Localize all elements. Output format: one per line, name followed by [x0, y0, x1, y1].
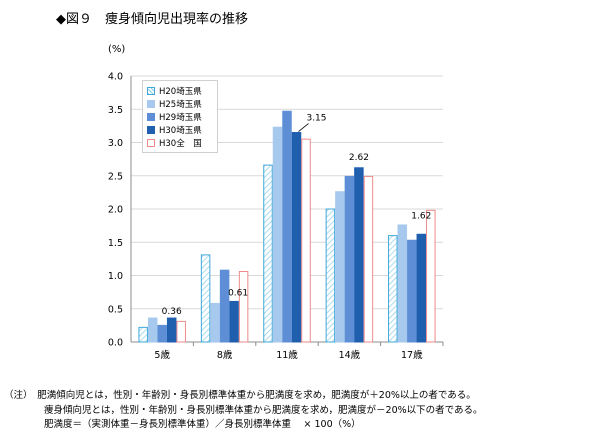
x-tick-label: 14歳 — [339, 349, 361, 361]
data-label: 0.61 — [228, 288, 248, 298]
x-tick-label: 11歳 — [276, 349, 298, 361]
bar-3-2 — [344, 175, 355, 343]
bar-2-0 — [263, 164, 273, 343]
data-label-leader — [298, 123, 309, 132]
y-tick-label: 4.0 — [108, 72, 123, 83]
y-tick-label: 0.0 — [108, 338, 123, 349]
legend-swatch — [147, 86, 155, 95]
legend-item: H25埼玉県 — [147, 97, 213, 110]
legend-item: H30埼玉県 — [147, 123, 213, 136]
legend-swatch — [147, 112, 155, 121]
legend-item: H30全 国 — [147, 136, 213, 149]
footnote-line-2: 痩身傾向児とは，性別・年齢別・身長別標準体重から肥満度を求め，肥満度が－20%以… — [44, 404, 483, 416]
bar-2-4 — [301, 138, 311, 343]
y-tick-label: 1.0 — [108, 271, 123, 282]
bar-3-4 — [363, 175, 374, 343]
data-label: 2.62 — [349, 153, 369, 163]
legend-label: H30埼玉県 — [159, 125, 202, 136]
y-tick-label: 3.5 — [108, 105, 123, 116]
data-label: 1.62 — [411, 211, 431, 221]
legend-label: H25埼玉県 — [159, 99, 202, 110]
legend-label: H30全 国 — [159, 138, 202, 149]
bar-1-0 — [200, 254, 211, 343]
footnote-line-1: （注） 肥満傾向児とは，性別・年齢別・身長別標準体重から肥満度を求め，肥満度が＋… — [4, 390, 476, 401]
legend-label: H29埼玉県 — [159, 112, 202, 123]
bar-4-0 — [388, 235, 398, 343]
bar-2-1 — [272, 126, 283, 343]
bar-0-4 — [176, 320, 186, 343]
legend-label: H20埼玉県 — [159, 86, 202, 97]
bar-0-2 — [157, 324, 167, 343]
axes: 0.0 0.5 1.0 1.5 2.0 2.5 3.0 3.5 4.0 5歳 8歳 11歳 14歳 17歳 — [108, 72, 444, 361]
bar-chart: 0.0 0.5 1.0 1.5 2.0 2.5 3.0 3.5 4.0 5歳 8歳 11歳 14歳 17歳… — [108, 72, 444, 361]
bar-1-4 — [238, 271, 249, 343]
bar-1-2 — [219, 269, 230, 343]
bar-3-0 — [325, 208, 336, 343]
bar-4-4 — [426, 209, 436, 343]
footnote-line-3: 肥満度＝（実測体重－身長別標準体重）／身長別標準体重 × 100（%） — [44, 419, 361, 430]
chart-legend: H20埼玉県 H25埼玉県 H29埼玉県 H30埼玉県 H30全 国 — [142, 80, 218, 153]
bar-3-1 — [335, 191, 345, 343]
bar-2-3 — [291, 132, 302, 343]
figure-title: ◆図９ 痩身傾向児出現率の推移 — [56, 12, 248, 27]
bar-1-3 — [229, 300, 239, 343]
x-tick-label: 17歳 — [401, 349, 423, 361]
bar-2-2 — [282, 110, 292, 343]
legend-item: H20埼玉県 — [147, 84, 213, 97]
bar-4-2 — [407, 239, 417, 343]
x-tick-label: 8歳 — [217, 349, 233, 361]
bar-1-1 — [210, 302, 220, 343]
data-label: 3.15 — [306, 114, 326, 124]
bars — [138, 110, 436, 343]
legend-swatch — [147, 125, 155, 134]
y-tick-label: 0.5 — [108, 304, 123, 315]
x-tick-label: 5歳 — [154, 349, 170, 361]
bar-3-3 — [354, 167, 364, 343]
legend-swatch — [147, 138, 155, 147]
bar-4-1 — [397, 224, 408, 343]
legend-item: H29埼玉県 — [147, 110, 213, 123]
bar-0-0 — [138, 326, 148, 343]
bar-0-1 — [147, 317, 158, 343]
footnotes: （注） 肥満傾向児とは，性別・年齢別・身長別標準体重から肥満度を求め，肥満度が＋… — [4, 389, 483, 433]
y-axis-unit: (%) — [108, 44, 126, 55]
data-label: 0.36 — [162, 307, 182, 317]
legend-swatch — [147, 99, 155, 108]
y-tick-label: 2.5 — [108, 171, 123, 182]
bar-4-3 — [416, 233, 427, 343]
bar-0-3 — [166, 317, 177, 343]
data-labels: 0.36 0.61 3.15 2.62 1.62 — [162, 114, 432, 318]
y-tick-label: 1.5 — [108, 238, 123, 249]
y-tick-label: 3.0 — [108, 138, 123, 149]
y-tick-label: 2.0 — [108, 205, 123, 216]
